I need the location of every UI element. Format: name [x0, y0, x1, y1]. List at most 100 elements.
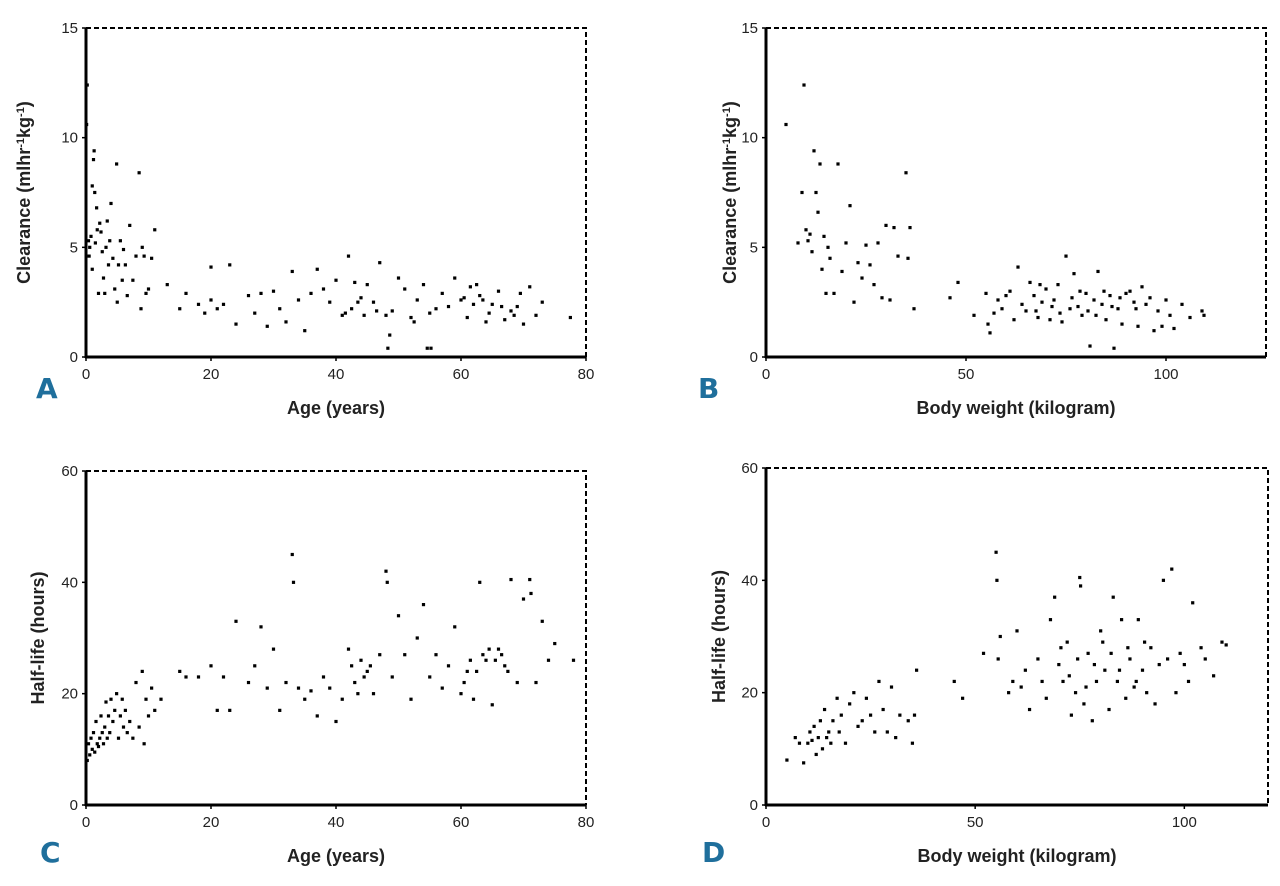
data-point [1027, 707, 1032, 712]
data-point [493, 658, 497, 662]
data-point [421, 283, 426, 287]
data-point [956, 280, 960, 285]
data-point [98, 736, 102, 740]
data-point [1086, 651, 1090, 655]
data-point [388, 333, 392, 337]
data-point [1119, 618, 1124, 622]
data-point [948, 296, 952, 300]
data-point [184, 291, 188, 295]
data-point [1016, 265, 1020, 269]
data-point [278, 708, 282, 712]
y-axis-label: Half-life (hours) [28, 571, 48, 704]
data-point [465, 315, 469, 320]
data-point [368, 664, 372, 668]
data-point [328, 300, 332, 304]
data-point [1107, 707, 1111, 712]
data-point [209, 664, 213, 668]
data-point [86, 742, 91, 746]
y-axis-label-part: ) [14, 101, 34, 107]
data-point [296, 686, 301, 690]
data-point [835, 696, 839, 700]
data-point [1124, 696, 1128, 700]
data-point [86, 239, 91, 243]
data-point [868, 263, 872, 267]
data-point [290, 552, 294, 557]
data-point [1084, 685, 1088, 689]
y-tick-label: 10 [61, 130, 78, 147]
data-point [908, 225, 912, 230]
x-tick-label: 60 [453, 814, 470, 831]
data-point [848, 702, 852, 706]
data-point [1084, 291, 1088, 295]
data-point [85, 758, 89, 763]
data-point [1090, 719, 1094, 723]
data-point [1174, 691, 1178, 695]
data-point [1076, 304, 1080, 309]
data-point [111, 719, 115, 724]
x-axis-label: Age (years) [287, 398, 385, 418]
data-point [309, 291, 313, 295]
data-point [1161, 578, 1166, 582]
data-point [828, 256, 832, 260]
data-point [996, 298, 1000, 302]
data-point [796, 241, 800, 245]
data-point [321, 287, 326, 291]
data-point [409, 697, 413, 701]
x-tick-label: 0 [762, 814, 770, 831]
data-point [353, 280, 357, 285]
data-point [137, 171, 141, 175]
data-point [1020, 302, 1024, 306]
data-point [142, 742, 146, 746]
data-point [109, 697, 113, 701]
data-point [829, 741, 833, 745]
data-point [125, 731, 129, 735]
data-point [378, 261, 382, 265]
data-point [196, 675, 201, 679]
data-point [500, 304, 504, 309]
data-point [475, 283, 479, 287]
data-point [85, 83, 89, 87]
data-point [910, 741, 915, 745]
data-point [1052, 298, 1056, 302]
data-point [986, 322, 990, 326]
panel-a: 0 20 40 60 80 0 5 10 15 Age (years) Clearance (mlh… [14, 20, 594, 418]
y-tick-label: 15 [741, 20, 758, 37]
data-point [839, 713, 843, 717]
data-point [826, 245, 830, 249]
data-point [981, 651, 986, 655]
y-tick-label: 40 [741, 572, 758, 589]
data-point [1144, 302, 1148, 306]
data-point [265, 324, 269, 328]
data-point [246, 293, 251, 298]
data-point [131, 278, 135, 282]
y-axis-label-part: kg [14, 117, 34, 138]
data-point [515, 304, 519, 309]
data-point [415, 298, 419, 302]
y-tick-label: 60 [741, 460, 758, 477]
data-point [123, 263, 127, 267]
data-point [415, 636, 419, 640]
data-point [1000, 307, 1004, 311]
data-point [1128, 657, 1132, 661]
data-point [1023, 668, 1027, 672]
data-point [490, 302, 494, 306]
data-point [134, 680, 138, 685]
data-point [1111, 595, 1115, 599]
data-point [390, 309, 394, 313]
data-point [992, 311, 996, 315]
data-point [440, 291, 444, 295]
data-point [142, 254, 146, 258]
data-point [1202, 313, 1206, 317]
data-point [864, 696, 868, 700]
data-point [1086, 309, 1090, 313]
data-point [471, 697, 476, 701]
data-point [1117, 668, 1122, 672]
x-tick-label: 80 [578, 366, 595, 383]
data-point [92, 149, 96, 153]
data-point [906, 256, 910, 260]
data-point [386, 346, 390, 350]
data-point [1065, 640, 1069, 644]
data-point [428, 311, 432, 315]
data-point [343, 311, 347, 315]
data-point [996, 657, 1000, 661]
